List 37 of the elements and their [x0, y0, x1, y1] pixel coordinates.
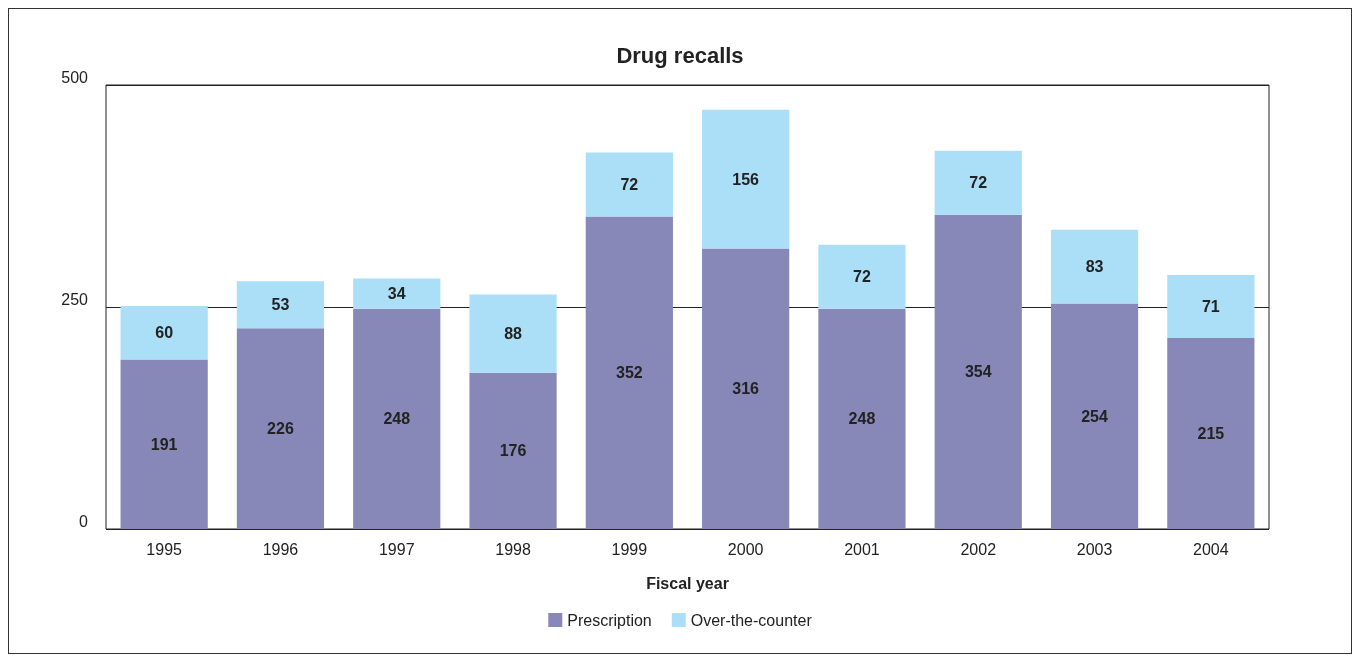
data-label: 226 [267, 420, 294, 438]
data-label: 354 [964, 363, 992, 381]
data-label: 88 [504, 325, 523, 343]
x-tick-label: 1999 [611, 540, 648, 558]
data-label: 72 [853, 268, 871, 286]
data-label: 215 [1197, 425, 1225, 443]
y-tick-label: 250 [61, 290, 89, 308]
x-tick-label: 2002 [960, 540, 997, 558]
data-label: 176 [499, 442, 527, 460]
x-tick-label: 2004 [1193, 540, 1229, 558]
data-label: 191 [150, 435, 178, 453]
data-label: 53 [271, 296, 290, 314]
legend-label: Over-the-counter [690, 611, 813, 629]
x-tick-label: 2000 [727, 540, 764, 558]
data-label: 352 [616, 364, 643, 382]
chart-title: Drug recalls [616, 42, 744, 68]
data-label: 34 [387, 285, 406, 303]
y-tick-label: 0 [79, 512, 89, 530]
data-label: 72 [620, 175, 639, 193]
data-label: 248 [383, 410, 411, 428]
data-label: 316 [732, 380, 760, 398]
data-label: 60 [155, 324, 174, 342]
data-label: 83 [1085, 258, 1104, 276]
x-tick-label: 2003 [1076, 540, 1113, 558]
legend-label: Prescription [567, 611, 652, 629]
x-tick-label: 1997 [378, 540, 415, 558]
x-tick-label: 1995 [146, 540, 183, 558]
data-label: 248 [848, 410, 876, 428]
data-label: 156 [732, 170, 760, 188]
x-tick-label: 1998 [495, 540, 531, 558]
x-tick-label: 1996 [262, 540, 299, 558]
data-label: 254 [1081, 407, 1108, 425]
y-tick-label: 500 [61, 68, 89, 86]
x-axis-title: Fiscal year [646, 574, 729, 592]
x-tick-label: 2001 [844, 540, 880, 558]
data-label: 72 [969, 174, 988, 192]
data-label: 71 [1201, 298, 1220, 316]
